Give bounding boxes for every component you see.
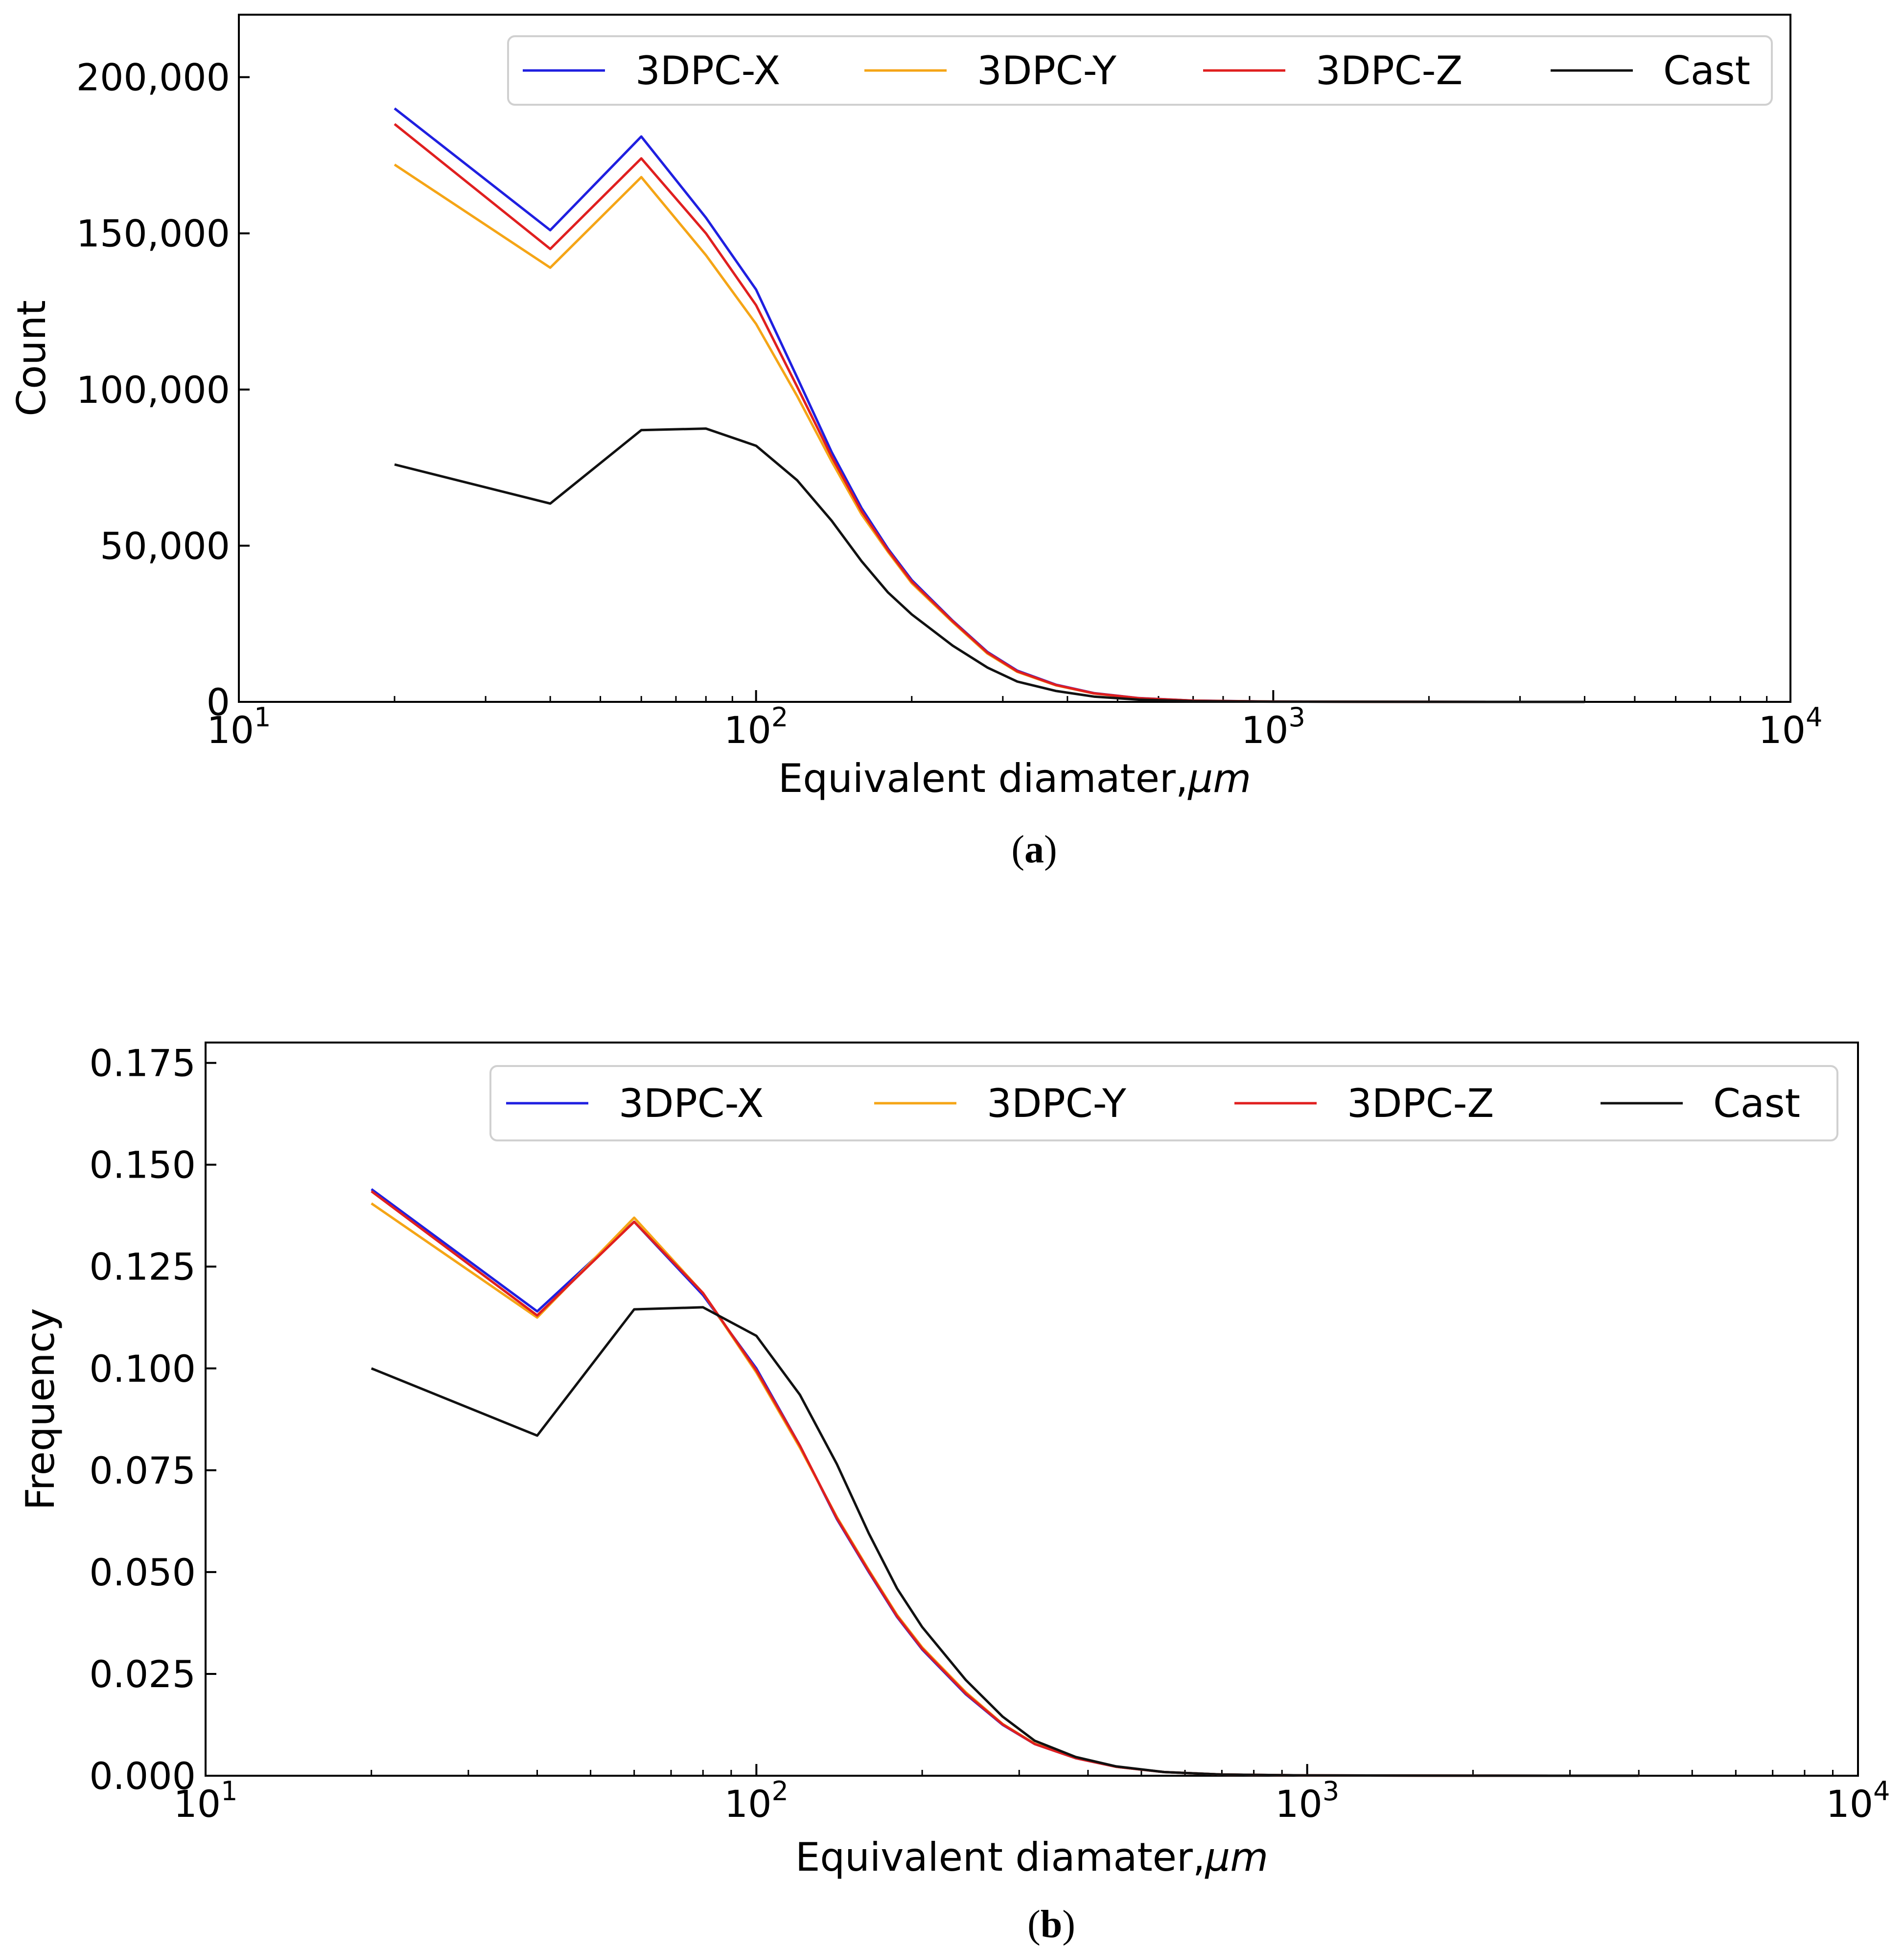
legend: 3DPC-X 3DPC-Y 3DPC-Z Cast xyxy=(507,35,1773,106)
panel-caption: (b) xyxy=(1027,1903,1075,1946)
y-axis-label: Count xyxy=(9,300,54,417)
plot-frame xyxy=(238,14,1791,703)
y-tick-label: 0.100 xyxy=(89,1347,196,1391)
legend-label: Cast xyxy=(1713,1081,1800,1126)
y-tick-label: 0.050 xyxy=(89,1551,196,1594)
y-tick-label: 100,000 xyxy=(76,368,230,412)
series-line-3dpc-z xyxy=(371,1190,1639,1777)
x-tick-label: 104 xyxy=(1758,702,1822,752)
legend-box xyxy=(507,35,1773,106)
legend-label: 3DPC-Z xyxy=(1347,1081,1494,1126)
legend-label: 3DPC-Y xyxy=(977,48,1117,93)
legend-label: 3DPC-X xyxy=(635,48,780,93)
y-tick-label: 0.150 xyxy=(89,1143,196,1187)
y-tick-label: 0.175 xyxy=(89,1042,196,1085)
legend-box xyxy=(489,1065,1838,1141)
panel-caption: (a) xyxy=(1011,828,1057,871)
x-tick-label: 104 xyxy=(1826,1776,1890,1826)
legend: 3DPC-X 3DPC-Y 3DPC-Z Cast xyxy=(489,1065,1838,1141)
y-tick-label: 0.075 xyxy=(89,1449,196,1492)
series-line-cast xyxy=(394,427,1585,703)
x-tick-label: 103 xyxy=(1275,1776,1339,1826)
y-tick-label: 0.125 xyxy=(89,1245,196,1289)
series-line-3dpc-y xyxy=(394,163,1585,703)
x-tick-label: 101 xyxy=(173,1776,237,1826)
chart-panel-a: 0 50,000 100,000 150,000 200,000 101 102 103 104… xyxy=(9,14,1823,871)
legend-label: Cast xyxy=(1663,48,1750,93)
series-line-3dpc-x xyxy=(394,107,1585,703)
series-line-cast xyxy=(371,1306,1639,1777)
plot-frame xyxy=(205,1042,1859,1777)
legend-label: 3DPC-Y xyxy=(987,1081,1127,1126)
x-tick-label: 102 xyxy=(724,702,788,752)
y-axis-label: Frequency xyxy=(18,1308,63,1510)
legend-label: 3DPC-X xyxy=(619,1081,764,1126)
x-axis-label: Equivalent diamater,μm xyxy=(778,756,1251,801)
y-tick-label: 0.025 xyxy=(89,1652,196,1696)
series-line-3dpc-x xyxy=(371,1188,1639,1777)
y-tick-label: 200,000 xyxy=(76,56,230,99)
legend-label: 3DPC-Z xyxy=(1316,48,1463,93)
chart-panel-b: 0.000 0.025 0.050 0.075 0.100 0.125 0.150 0.175… xyxy=(18,1042,1890,1946)
x-tick-label: 101 xyxy=(207,702,271,752)
x-tick-label: 102 xyxy=(724,1776,789,1826)
y-tick-label: 50,000 xyxy=(100,524,230,568)
y-tick-label: 0.000 xyxy=(89,1754,196,1798)
series-line-3dpc-z xyxy=(394,123,1585,703)
x-tick-label: 103 xyxy=(1241,702,1305,752)
y-tick-label: 150,000 xyxy=(76,212,230,255)
x-axis-label: Equivalent diamater,μm xyxy=(795,1834,1268,1880)
y-tick-label: 0 xyxy=(207,680,230,724)
